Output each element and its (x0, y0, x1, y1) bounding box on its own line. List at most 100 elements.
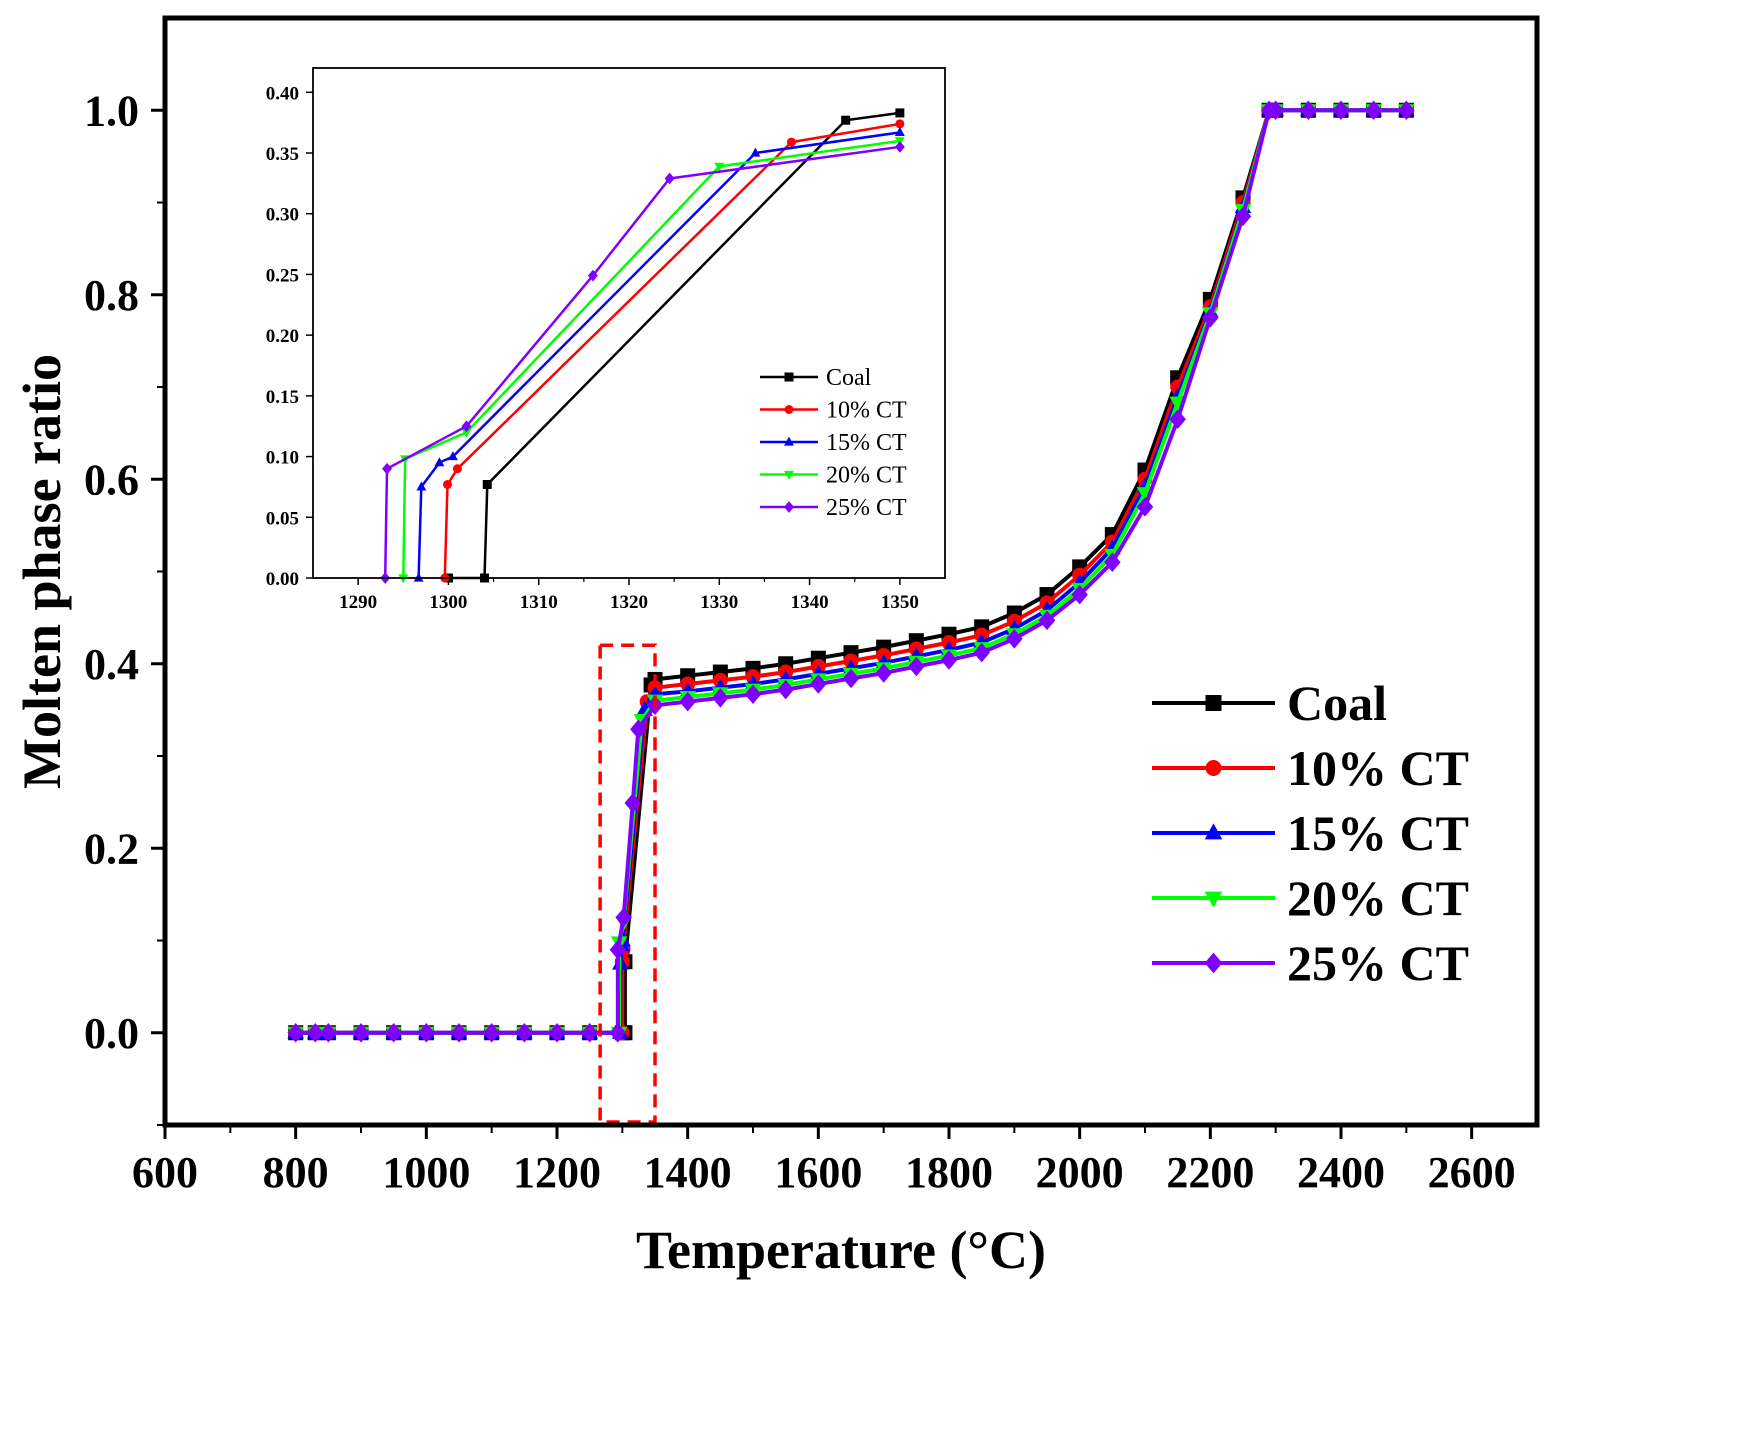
inset-y-tick-label: 0.35 (266, 144, 299, 165)
inset-data-point-2 (750, 147, 761, 157)
inset-x-tick-label: 1300 (429, 592, 467, 613)
inset-plot: 1290 1300 1310 1320 1330 1340 1350 0.00 0.05 0.10… (266, 67, 946, 613)
inset-data-point-0 (482, 480, 492, 489)
data-point-4 (1104, 552, 1121, 573)
inset-y-tick-label: 0.30 (266, 205, 299, 226)
inset-x-tick-label: 1290 (339, 592, 377, 613)
legend-label: Coal (1287, 675, 1387, 731)
inset-data-point-1 (452, 464, 462, 474)
data-point-4 (1006, 629, 1023, 649)
legend-marker (1205, 760, 1222, 776)
inset-x-tick-label: 1310 (520, 592, 558, 613)
highlight-box (598, 643, 657, 1124)
data-point-4 (744, 684, 762, 704)
data-point-4 (1267, 100, 1284, 120)
inset-legend-label: Coal (826, 365, 872, 391)
inset-x-tick-label: 1330 (700, 592, 738, 613)
data-point-4 (1398, 100, 1415, 120)
inset-legend-marker (784, 372, 794, 382)
data-point-4 (287, 1023, 304, 1043)
y-tick-label: 0.2 (84, 824, 139, 873)
data-point-4 (630, 719, 647, 739)
y-tick-label: 0.0 (84, 1009, 139, 1058)
inset-series-line-2 (417, 131, 901, 579)
inset-x-tick-label: 1350 (881, 592, 919, 613)
data-point-4 (973, 642, 990, 663)
inset-data-point-2 (434, 457, 445, 467)
inset-legend-label: 20% CT (826, 463, 907, 489)
x-tick-label: 1200 (513, 1148, 601, 1197)
data-point-4 (352, 1023, 370, 1043)
data-point-4 (615, 907, 632, 928)
x-tick-label: 1800 (905, 1148, 993, 1197)
inset-data-point-2 (416, 481, 427, 491)
legend-label: 20% CT (1287, 870, 1469, 926)
data-point-4 (1136, 497, 1154, 517)
inset-series-line-4 (383, 145, 901, 579)
inset-legend-marker (784, 405, 794, 414)
legend-label: 25% CT (1287, 935, 1469, 991)
y-tick-label: 0.8 (84, 271, 139, 320)
x-tick-label: 600 (132, 1148, 198, 1197)
data-point-4 (1332, 100, 1350, 120)
x-tick-label: 2400 (1297, 1148, 1385, 1197)
inset-data-point-4 (664, 172, 675, 185)
inset-y-tick-label: 0.25 (266, 265, 299, 286)
data-point-4 (1169, 409, 1186, 430)
inset-y-tick-label: 0.40 (266, 83, 299, 104)
data-point-4 (609, 1023, 627, 1043)
data-point-4 (1234, 206, 1252, 227)
inset-data-point-4 (382, 462, 392, 475)
data-point-4 (777, 679, 794, 700)
data-point-4 (908, 656, 925, 677)
inset-data-point-4 (894, 141, 905, 153)
legend-marker (1204, 823, 1223, 840)
data-point-4 (624, 793, 642, 813)
legend-label: 15% CT (1287, 805, 1469, 861)
inset-y-tick-label: 0.05 (266, 508, 299, 529)
inset-data-point-1 (443, 480, 453, 489)
data-point-4 (548, 1023, 566, 1043)
data-point-4 (940, 650, 958, 670)
inset-data-point-2 (894, 126, 905, 136)
data-point-4 (450, 1023, 468, 1043)
inset-data-point-1 (895, 119, 905, 129)
data-point-4 (418, 1023, 435, 1043)
x-tick-label: 2200 (1166, 1148, 1254, 1197)
plot-frame (162, 15, 1540, 1128)
legend-marker (1204, 952, 1223, 974)
data-point-4 (385, 1023, 402, 1043)
inset-frame (312, 67, 946, 579)
inset-data-point-4 (461, 420, 472, 433)
x-tick-label: 1000 (382, 1148, 470, 1197)
inset-data-point-2 (447, 451, 458, 461)
data-point-4 (810, 674, 827, 694)
x-axis-title: Temperature (°C) (636, 1220, 1046, 1280)
inset-y-tick-label: 0.15 (266, 387, 299, 408)
data-point-4 (679, 691, 696, 712)
legend-marker (1204, 891, 1223, 908)
inset-data-point-3 (398, 574, 409, 584)
inset-data-point-1 (787, 137, 797, 147)
inset-data-point-0 (895, 108, 905, 118)
legend-label: 10% CT (1287, 740, 1469, 796)
data-point-4 (609, 939, 627, 960)
data-point-4 (1365, 100, 1382, 120)
x-tick-label: 2000 (1036, 1148, 1124, 1197)
data-point-4 (875, 663, 892, 683)
inset-data-point-0 (841, 115, 851, 125)
data-point-4 (1071, 584, 1088, 605)
inset-x-tick-label: 1320 (610, 592, 648, 613)
y-tick-label: 0.6 (84, 455, 139, 504)
inset-y-tick-label: 0.10 (266, 448, 299, 469)
main-plot: 600 800 1000 1200 1400 1600 1800 2000 2200 2400 26… (12, 15, 1540, 1280)
y-tick-label: 0.4 (84, 640, 139, 689)
y-axis-title: Molten phase ratio (12, 354, 72, 789)
inset-data-point-3 (461, 428, 472, 438)
data-point-4 (1300, 100, 1317, 120)
inset-legend-marker (784, 470, 794, 480)
inset-legend-label: 15% CT (826, 430, 907, 456)
data-point-4 (1038, 610, 1056, 631)
data-point-4 (483, 1023, 500, 1043)
